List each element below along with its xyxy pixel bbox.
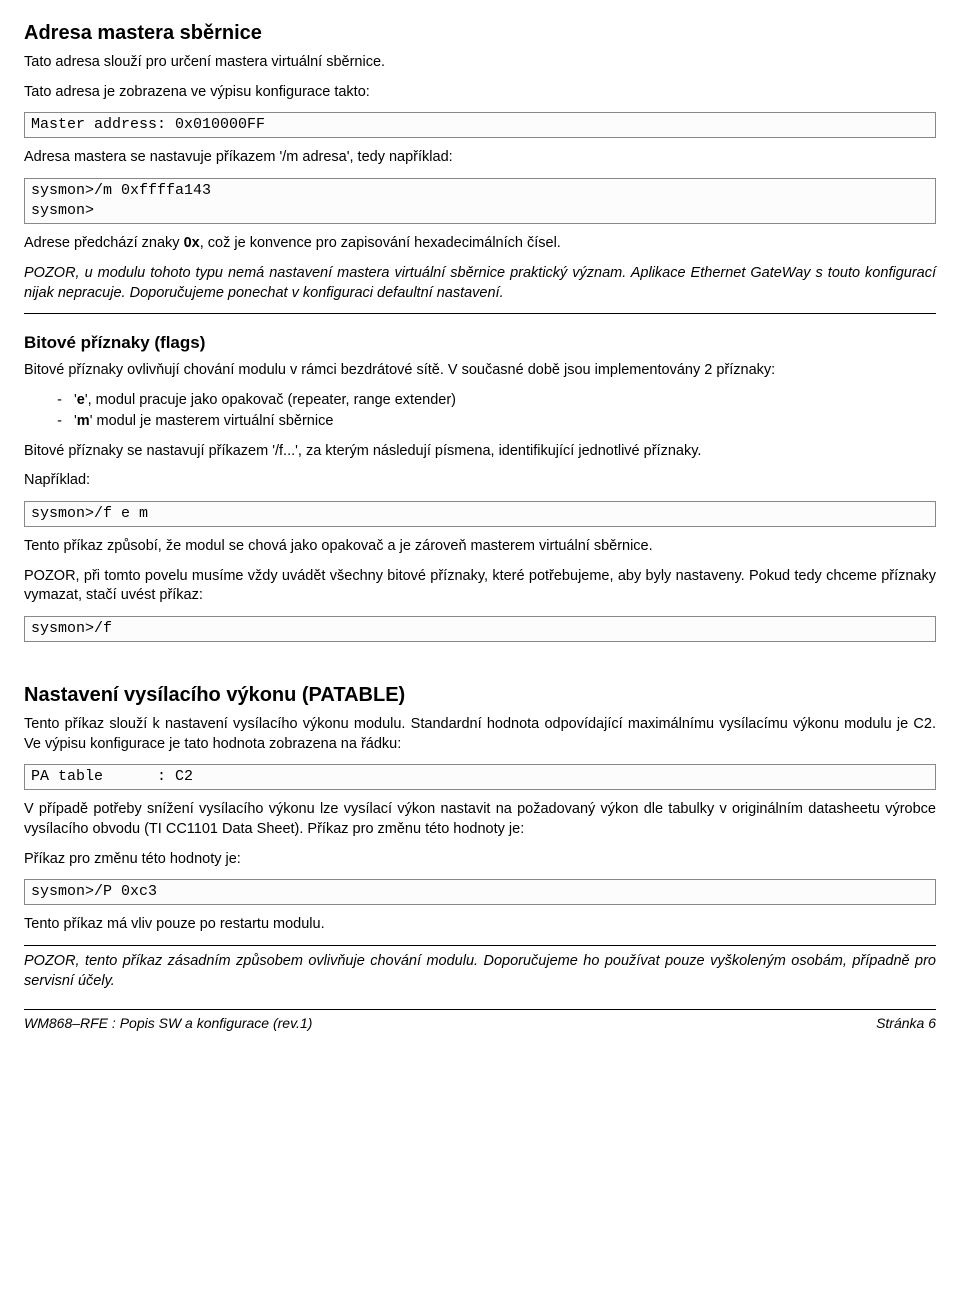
section2-p5: POZOR, při tomto povelu musíme vždy uvád…: [24, 567, 936, 606]
flag-list: 'e', modul pracuje jako opakovač (repeat…: [24, 391, 936, 432]
code-sysmon-f: sysmon>/f: [24, 616, 936, 642]
section3-p3: Příkaz pro změnu této hodnoty je:: [24, 850, 936, 870]
divider: [24, 945, 936, 946]
section1-note: POZOR, u modulu tohoto typu nemá nastave…: [24, 264, 936, 303]
list-item: 'm' modul je masterem virtuální sběrnice: [74, 412, 936, 432]
section2-title: Bitové příznaky (flags): [24, 332, 936, 355]
list-item: 'e', modul pracuje jako opakovač (repeat…: [74, 391, 936, 411]
footer-right: Stránka 6: [876, 1014, 936, 1033]
bold-m: m: [77, 413, 90, 429]
code-sysmon-p: sysmon>/P 0xc3: [24, 879, 936, 905]
bold-e: e: [77, 392, 85, 408]
section1-p3: Adresa mastera se nastavuje příkazem '/m…: [24, 148, 936, 168]
section1-title: Adresa mastera sběrnice: [24, 20, 936, 47]
section2-p4: Tento příkaz způsobí, že modul se chová …: [24, 537, 936, 557]
section2-p1: Bitové příznaky ovlivňují chování modulu…: [24, 361, 936, 381]
section2-p2: Bitové příznaky se nastavují příkazem '/…: [24, 442, 936, 462]
section3-note: POZOR, tento příkaz zásadním způsobem ov…: [24, 952, 936, 991]
code-master-address: Master address: 0x010000FF: [24, 112, 936, 138]
bold-0x: 0x: [184, 235, 200, 251]
section3-p2: V případě potřeby snížení vysílacího výk…: [24, 800, 936, 839]
text-fragment: , což je konvence pro zapisování hexadec…: [200, 235, 561, 251]
section2-p3: Například:: [24, 471, 936, 491]
text-fragment: Adrese předchází znaky: [24, 235, 184, 251]
section3-p4: Tento příkaz má vliv pouze po restartu m…: [24, 915, 936, 935]
section1-p4: Adrese předchází znaky 0x, což je konven…: [24, 234, 936, 254]
code-patable: PA table : C2: [24, 764, 936, 790]
text-fragment: ' modul je masterem virtuální sběrnice: [90, 413, 334, 429]
text-fragment: ', modul pracuje jako opakovač (repeater…: [85, 392, 456, 408]
section3-title: Nastavení vysílacího výkonu (PATABLE): [24, 682, 936, 709]
code-sysmon-m: sysmon>/m 0xffffa143 sysmon>: [24, 178, 936, 225]
page-footer: WM868–RFE : Popis SW a konfigurace (rev.…: [24, 1014, 936, 1033]
footer-left: WM868–RFE : Popis SW a konfigurace (rev.…: [24, 1014, 312, 1033]
code-sysmon-fem: sysmon>/f e m: [24, 501, 936, 527]
section1-p1: Tato adresa slouží pro určení mastera vi…: [24, 53, 936, 73]
divider: [24, 313, 936, 314]
section3-p1: Tento příkaz slouží k nastavení vysílací…: [24, 715, 936, 754]
section1-p2: Tato adresa je zobrazena ve výpisu konfi…: [24, 83, 936, 103]
footer-rule: [24, 1009, 936, 1010]
